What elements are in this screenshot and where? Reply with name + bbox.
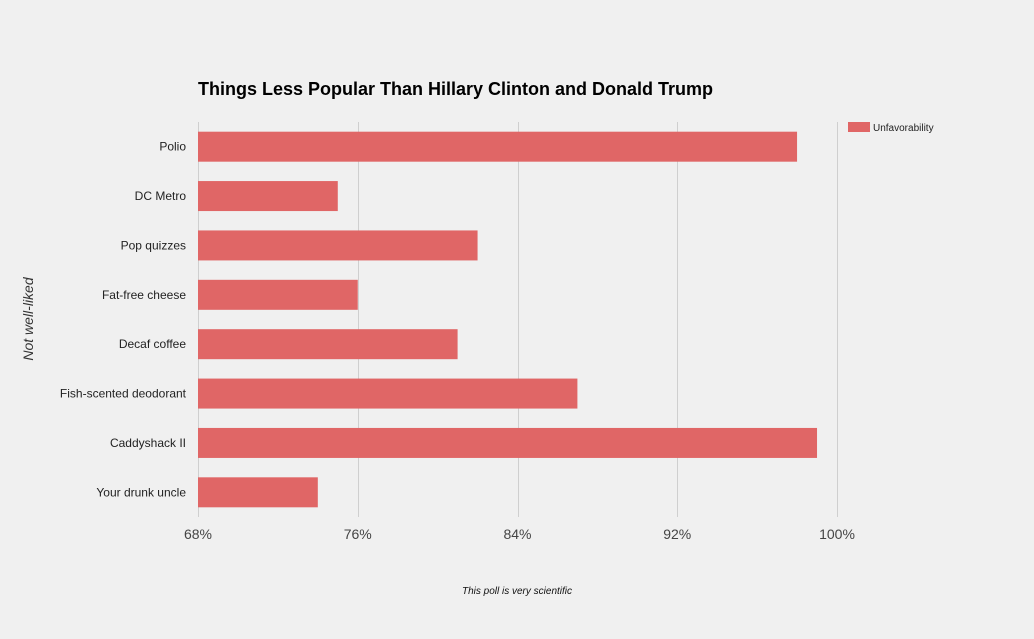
footnote: This poll is very scientific	[462, 586, 572, 597]
bar	[198, 329, 458, 360]
category-label: Fish-scented deodorant	[60, 387, 187, 401]
bar	[198, 279, 358, 310]
legend-swatch	[848, 122, 870, 132]
category-label: Pop quizzes	[121, 238, 186, 252]
category-labels: Polio DC Metro Pop quizzes Fat-free cheese D…	[60, 140, 187, 500]
x-tick-label: 100%	[819, 526, 855, 542]
bar	[198, 230, 478, 261]
category-label: Caddyshack II	[110, 436, 186, 450]
category-label: Decaf coffee	[119, 337, 186, 351]
x-tick-labels: 68% 76% 84% 92% 100%	[184, 526, 855, 542]
bars	[198, 131, 818, 508]
x-tick-label: 68%	[184, 526, 212, 542]
bar	[198, 427, 818, 458]
chart-title: Things Less Popular Than Hillary Clinton…	[198, 79, 713, 99]
legend: Unfavorability	[848, 122, 934, 134]
bar	[198, 378, 578, 409]
y-axis-label: Not well-liked	[20, 276, 36, 360]
category-label: Polio	[159, 140, 186, 154]
legend-label: Unfavorability	[873, 123, 934, 134]
x-tick-label: 84%	[503, 526, 531, 542]
x-tick-label: 76%	[344, 526, 372, 542]
category-label: Fat-free cheese	[102, 288, 186, 302]
bar	[198, 181, 338, 212]
bar	[198, 477, 318, 508]
category-label: DC Metro	[135, 189, 187, 203]
x-tick-label: 92%	[663, 526, 691, 542]
bar	[198, 131, 798, 162]
category-label: Your drunk uncle	[96, 485, 186, 499]
